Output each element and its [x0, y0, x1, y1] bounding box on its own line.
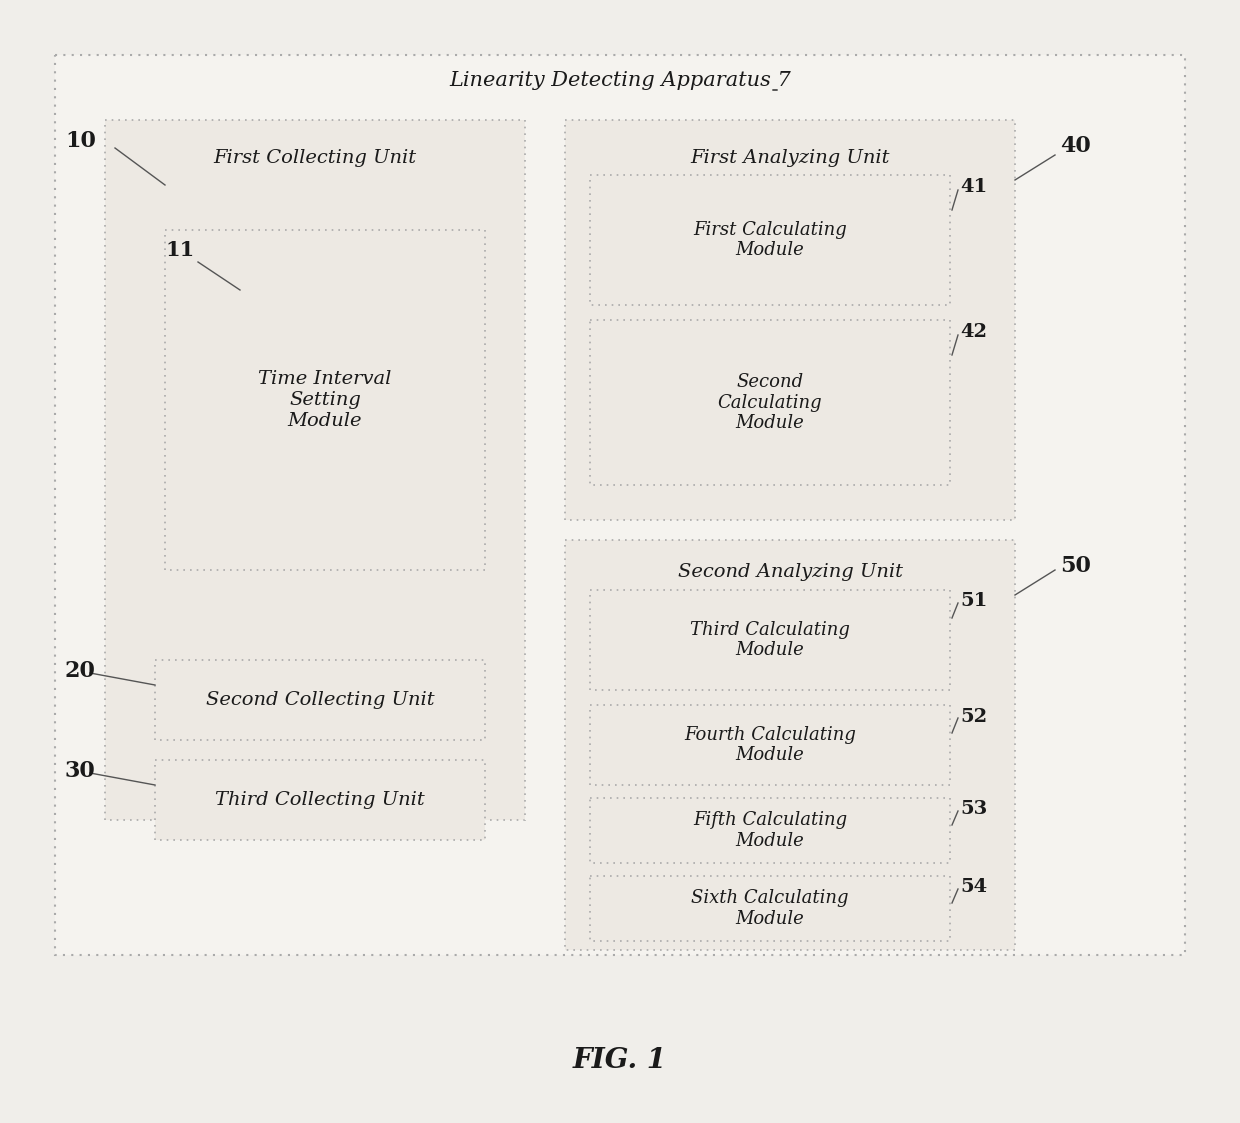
- Text: 41: 41: [960, 179, 987, 197]
- Bar: [565, 540, 1016, 950]
- Text: Second Analyzing Unit: Second Analyzing Unit: [677, 563, 903, 581]
- Text: 52: 52: [960, 707, 987, 725]
- Text: 40: 40: [1060, 135, 1091, 157]
- Text: 10: 10: [64, 130, 95, 152]
- Text: 20: 20: [64, 660, 95, 682]
- Bar: [590, 175, 950, 305]
- Text: First Collecting Unit: First Collecting Unit: [213, 149, 417, 167]
- Bar: [105, 120, 525, 820]
- Bar: [590, 798, 950, 862]
- Text: First Calculating
Module: First Calculating Module: [693, 220, 847, 259]
- Text: 51: 51: [960, 592, 987, 610]
- Text: Third Collecting Unit: Third Collecting Unit: [215, 791, 425, 809]
- Bar: [165, 230, 485, 570]
- Text: First Analyzing Unit: First Analyzing Unit: [691, 149, 890, 167]
- Text: 11: 11: [165, 240, 195, 261]
- Text: Sixth Calculating
Module: Sixth Calculating Module: [691, 889, 848, 928]
- Bar: [590, 876, 950, 941]
- Text: 42: 42: [960, 323, 987, 341]
- Text: Fifth Calculating
Module: Fifth Calculating Module: [693, 811, 847, 850]
- Text: Third Calculating
Module: Third Calculating Module: [691, 621, 849, 659]
- Text: Linearity Detecting Apparatus 7: Linearity Detecting Apparatus 7: [449, 71, 791, 90]
- Bar: [590, 705, 950, 785]
- Bar: [155, 760, 485, 840]
- Text: 30: 30: [64, 760, 95, 782]
- Text: 53: 53: [960, 800, 987, 818]
- Text: Time Interval
Setting
Module: Time Interval Setting Module: [258, 371, 392, 430]
- Text: Second
Calculating
Module: Second Calculating Module: [718, 373, 822, 432]
- Bar: [565, 120, 1016, 520]
- Text: 50: 50: [1060, 555, 1091, 577]
- Text: FIG. 1: FIG. 1: [573, 1047, 667, 1074]
- Text: 54: 54: [960, 878, 987, 896]
- Bar: [155, 660, 485, 740]
- Text: Second Collecting Unit: Second Collecting Unit: [206, 691, 434, 709]
- Bar: [55, 55, 1185, 955]
- Text: Fourth Calculating
Module: Fourth Calculating Module: [684, 725, 856, 765]
- Bar: [590, 320, 950, 485]
- Bar: [590, 590, 950, 690]
